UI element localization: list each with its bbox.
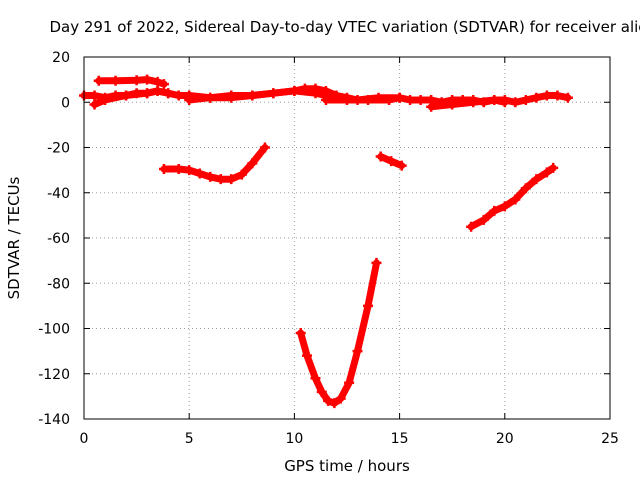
data-point (363, 94, 374, 105)
data-point (89, 90, 100, 101)
data-point (226, 174, 237, 185)
data-point (335, 393, 346, 404)
data-point (158, 79, 169, 90)
grid-lines (84, 57, 610, 419)
data-point (489, 205, 500, 216)
plot-frame (83, 56, 611, 420)
data-point (163, 88, 174, 99)
data-point (384, 94, 395, 105)
x-tick-label: 10 (285, 431, 303, 447)
data-point (121, 90, 132, 101)
data-point (173, 90, 184, 101)
data-point (375, 151, 386, 162)
data-point (226, 92, 237, 103)
chart-title: Day 291 of 2022, Sidereal Day-to-day VTE… (49, 18, 640, 36)
y-tick-label: -80 (47, 276, 70, 292)
y-tick-label: -140 (38, 412, 70, 428)
series-track-h (297, 259, 380, 407)
data-point (247, 158, 258, 169)
data-point (194, 168, 205, 179)
data-point (541, 167, 552, 178)
data-point (215, 174, 226, 185)
data-point (478, 214, 489, 225)
data-point (184, 165, 195, 176)
data-point (499, 97, 510, 108)
data-point (466, 221, 477, 232)
data-point (342, 94, 352, 105)
y-tick-label: -40 (47, 186, 70, 202)
y-tick-label: -60 (47, 231, 70, 247)
y-tick-label: -100 (38, 322, 70, 338)
data-point (110, 75, 121, 86)
data-point (158, 163, 169, 174)
data-point (520, 183, 531, 194)
data-point (295, 328, 306, 339)
data-point (93, 75, 104, 86)
data-point (386, 156, 397, 167)
data-point (173, 163, 184, 174)
x-tick-label: 0 (80, 431, 89, 447)
data-point (531, 174, 542, 185)
data-point (499, 201, 510, 212)
y-axis-label: SDTVAR / TECUs (5, 176, 23, 299)
data-point (259, 142, 270, 153)
data-point (396, 160, 407, 171)
data-point (510, 194, 521, 205)
data-point (323, 395, 334, 406)
data-point (562, 92, 573, 103)
x-tick-label: 20 (496, 431, 514, 447)
data-point (316, 386, 327, 397)
data-point (142, 88, 153, 99)
data-point (548, 162, 559, 173)
y-tick-label: 0 (61, 95, 70, 111)
data-series (79, 74, 573, 409)
data-point (531, 92, 542, 103)
data-point (520, 94, 531, 105)
data-point (310, 373, 321, 384)
data-point (552, 90, 563, 101)
data-point (302, 350, 313, 361)
data-point (131, 75, 142, 86)
y-tick-label: 20 (52, 50, 70, 66)
data-point (394, 92, 405, 103)
data-point (89, 99, 100, 110)
data-point (310, 88, 321, 99)
data-point (236, 169, 247, 180)
data-point (541, 90, 552, 101)
data-point (100, 94, 111, 105)
x-axis-label: GPS time / hours (284, 457, 410, 475)
y-tick-label: -20 (47, 141, 70, 157)
data-point (329, 398, 340, 409)
data-point (447, 99, 458, 110)
data-point (205, 171, 216, 182)
data-point (142, 74, 153, 85)
data-point (468, 97, 479, 108)
data-point (289, 85, 300, 96)
data-point (426, 101, 437, 112)
data-point (205, 92, 216, 103)
x-tick-label: 25 (601, 431, 619, 447)
data-point (405, 94, 416, 105)
data-point (268, 88, 279, 99)
x-tick-label: 15 (391, 431, 409, 447)
data-point (184, 94, 195, 105)
data-point (320, 94, 331, 105)
x-tick-label: 5 (185, 431, 194, 447)
data-point (371, 257, 382, 268)
data-point (152, 85, 163, 96)
series-track-g (160, 144, 269, 183)
data-point (344, 377, 355, 388)
data-point (247, 90, 258, 101)
data-point (352, 346, 363, 357)
data-point (152, 76, 163, 87)
data-point (363, 300, 374, 311)
y-tick-label: -120 (38, 367, 70, 383)
data-point (489, 94, 500, 105)
axis-ticks: 0 5 10 15 20 25 20 0 -20 -40 -60 -80 -100 -120 -140 (38, 50, 619, 447)
data-point (415, 94, 426, 105)
data-point (510, 97, 521, 108)
